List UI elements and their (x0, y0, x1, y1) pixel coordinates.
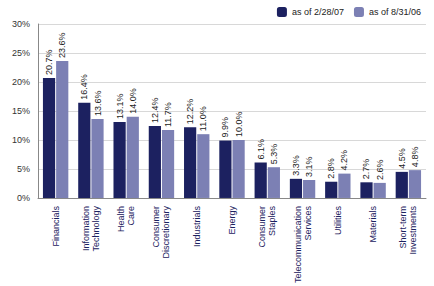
svg-text:20%: 20% (12, 77, 30, 87)
svg-text:Care: Care (126, 206, 136, 226)
svg-text:11.7%: 11.7% (163, 102, 173, 127)
svg-text:12.4%: 12.4% (150, 98, 160, 124)
svg-text:5%: 5% (17, 164, 30, 174)
svg-text:15%: 15% (12, 106, 30, 116)
svg-text:9.9%: 9.9% (220, 117, 230, 138)
svg-text:16.4%: 16.4% (79, 74, 89, 100)
svg-text:Services: Services (303, 205, 313, 240)
svg-text:2.7%: 2.7% (361, 159, 371, 180)
svg-text:Discretionary: Discretionary (161, 205, 171, 258)
svg-text:Financials: Financials (51, 205, 61, 246)
svg-text:4.8%: 4.8% (410, 147, 420, 168)
svg-text:Materials: Materials (368, 205, 378, 242)
svg-text:4.5%: 4.5% (397, 148, 407, 169)
svg-text:3.3%: 3.3% (291, 155, 301, 176)
svg-text:13.1%: 13.1% (115, 93, 125, 119)
svg-text:10%: 10% (12, 135, 30, 145)
svg-text:5.3%: 5.3% (269, 144, 279, 165)
svg-text:13.6%: 13.6% (93, 91, 103, 117)
svg-text:30%: 30% (12, 19, 30, 29)
svg-text:Health: Health (116, 206, 126, 232)
svg-text:as of 8/31/06: as of 8/31/06 (369, 7, 421, 17)
svg-text:0%: 0% (17, 193, 30, 203)
svg-text:Technology: Technology (91, 205, 101, 251)
svg-text:Staples: Staples (267, 205, 277, 236)
svg-text:25%: 25% (12, 48, 30, 58)
svg-text:Energy: Energy (227, 205, 237, 234)
svg-text:12.2%: 12.2% (185, 99, 195, 125)
svg-text:23.6%: 23.6% (57, 33, 67, 59)
svg-text:Utilities: Utilities (333, 205, 343, 235)
svg-text:10.0%: 10.0% (234, 111, 244, 137)
svg-text:Consumer: Consumer (257, 206, 267, 248)
svg-text:4.2%: 4.2% (339, 150, 349, 171)
svg-text:14.0%: 14.0% (128, 88, 138, 114)
svg-text:3.1%: 3.1% (304, 156, 314, 177)
svg-text:20.7%: 20.7% (44, 49, 54, 75)
svg-text:Information: Information (81, 206, 91, 251)
svg-text:Telecommunication: Telecommunication (293, 206, 303, 283)
svg-text:Short-term: Short-term (398, 206, 408, 249)
svg-text:as of 2/28/07: as of 2/28/07 (292, 7, 344, 17)
svg-text:2.8%: 2.8% (326, 158, 336, 179)
svg-text:Investments: Investments (408, 205, 418, 254)
svg-text:Industrials: Industrials (192, 205, 202, 247)
svg-text:2.6%: 2.6% (375, 159, 385, 180)
svg-text:11.0%: 11.0% (198, 106, 208, 131)
svg-text:6.1%: 6.1% (256, 139, 266, 160)
svg-text:Consumer: Consumer (151, 206, 161, 248)
